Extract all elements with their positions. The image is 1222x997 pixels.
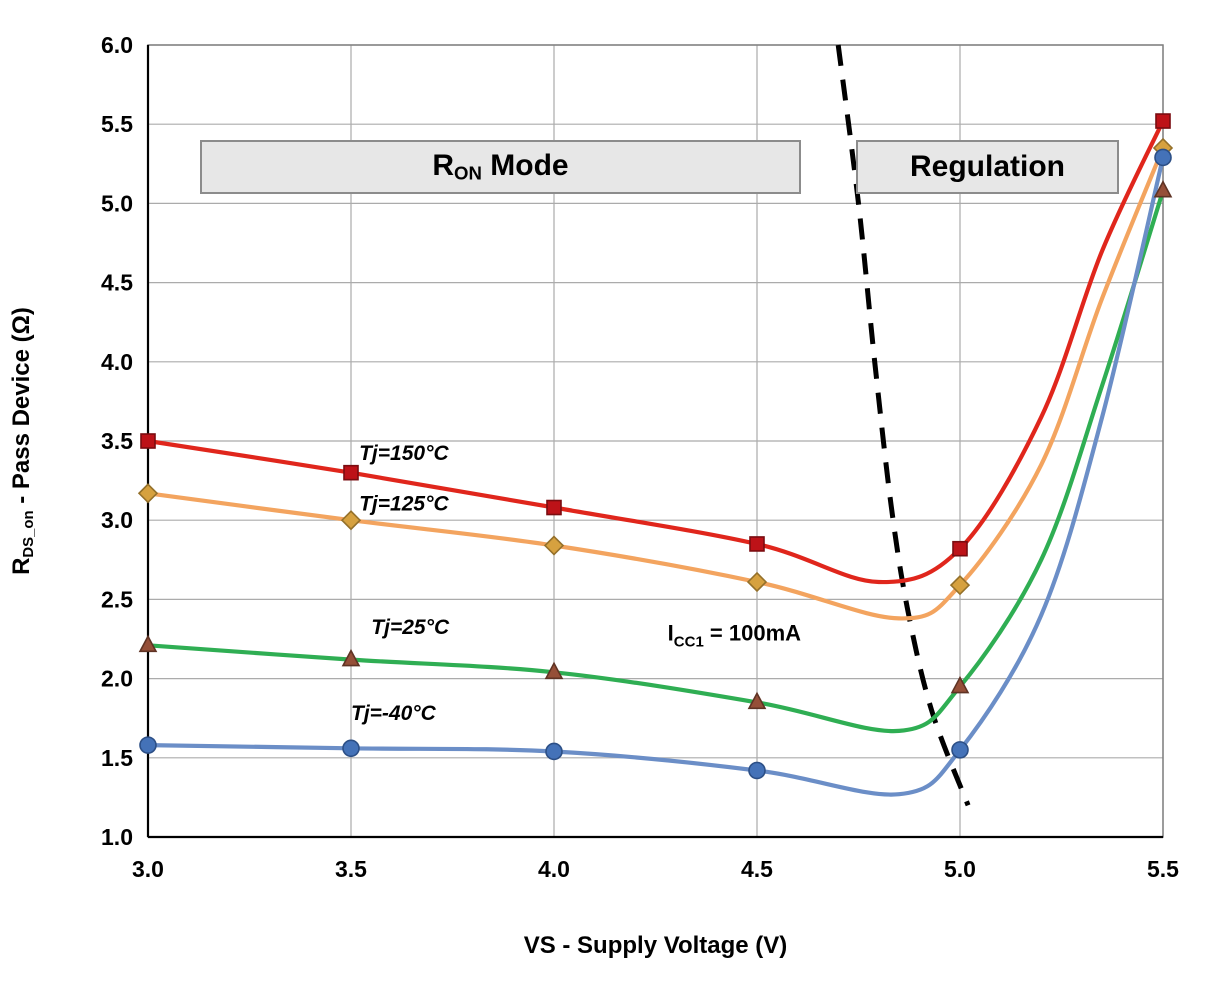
label-tj125: Tj=125°C [359, 493, 449, 516]
data-point-tjm40 [342, 739, 360, 758]
y-axis-title-post: - Pass Device (Ω) [8, 307, 35, 511]
data-point-tjm40 [748, 761, 766, 780]
y-tick-label: 6.0 [101, 32, 133, 58]
y-axis-title: RDS_on - Pass Device (Ω) [8, 211, 38, 671]
y-tick-label: 3.0 [101, 507, 133, 533]
y-tick-label: 4.0 [101, 349, 133, 375]
x-tick-label: 4.0 [538, 856, 570, 882]
y-tick-label: 2.5 [101, 586, 133, 612]
data-point-tj125 [949, 575, 971, 596]
data-point-tj25 [138, 634, 158, 653]
data-point-tjm40 [545, 742, 563, 761]
data-point-tj125 [340, 510, 362, 531]
series-line-tjm40 [145, 155, 1166, 797]
data-point-tj25 [747, 691, 767, 710]
data-point-tj25 [544, 661, 564, 680]
x-tick-label: 3.5 [335, 856, 367, 882]
x-tick-label: 3.0 [132, 856, 164, 882]
data-point-tj150 [952, 540, 968, 557]
y-tick-label: 1.5 [101, 745, 133, 771]
data-point-tj125 [746, 571, 768, 593]
data-point-tj150 [140, 433, 156, 449]
data-point-tj125 [543, 535, 565, 556]
x-axis-title: VS - Supply Voltage (V) [523, 932, 788, 959]
x-tick-label: 5.5 [1147, 856, 1179, 882]
y-axis-title-sub: DS_on [21, 510, 38, 558]
ron-mode-text-pre: R [432, 149, 455, 183]
y-tick-label: 5.0 [101, 190, 133, 216]
mode-boundary-dashed-line [835, 44, 971, 807]
data-point-tjm40 [951, 741, 969, 759]
regulation-region-label: Regulation [856, 140, 1119, 194]
label-tj-40: Tj=-40°C [351, 702, 437, 725]
ron-mode-text-sub: ON [454, 162, 482, 184]
label-icc1: ICC1 = 100mA [668, 621, 801, 651]
ron-mode-text-post: Mode [481, 149, 569, 183]
data-point-tjm40 [1154, 148, 1172, 167]
regulation-text: Regulation [910, 150, 1065, 183]
data-point-tj125 [137, 483, 159, 504]
y-axis-title-pre: R [8, 557, 35, 575]
y-tick-label: 2.0 [101, 666, 133, 692]
data-point-tj25 [1153, 180, 1173, 198]
data-point-tj25 [341, 648, 361, 667]
y-tick-label: 4.5 [101, 270, 133, 296]
ron-mode-region-label: RON Mode [200, 140, 801, 194]
data-point-tj150 [1155, 113, 1171, 129]
data-point-tj25 [950, 675, 970, 694]
label-tj25: Tj=25°C [371, 616, 450, 639]
y-tick-label: 1.0 [101, 824, 133, 850]
data-point-tj150 [749, 536, 765, 552]
x-tick-label: 5.0 [944, 856, 976, 882]
data-point-tj150 [343, 464, 359, 481]
label-tj150: Tj=150°C [359, 442, 449, 465]
y-tick-label: 3.5 [101, 428, 133, 454]
x-tick-label: 4.5 [741, 856, 773, 882]
data-point-tj150 [546, 499, 562, 516]
series-line-tj125 [145, 145, 1166, 621]
ron-mode-text: RON Mode [432, 149, 568, 185]
series-line-tj25 [145, 188, 1166, 734]
series-line-tj150 [145, 118, 1166, 585]
y-tick-label: 5.5 [101, 111, 133, 137]
data-point-tjm40 [139, 736, 157, 754]
